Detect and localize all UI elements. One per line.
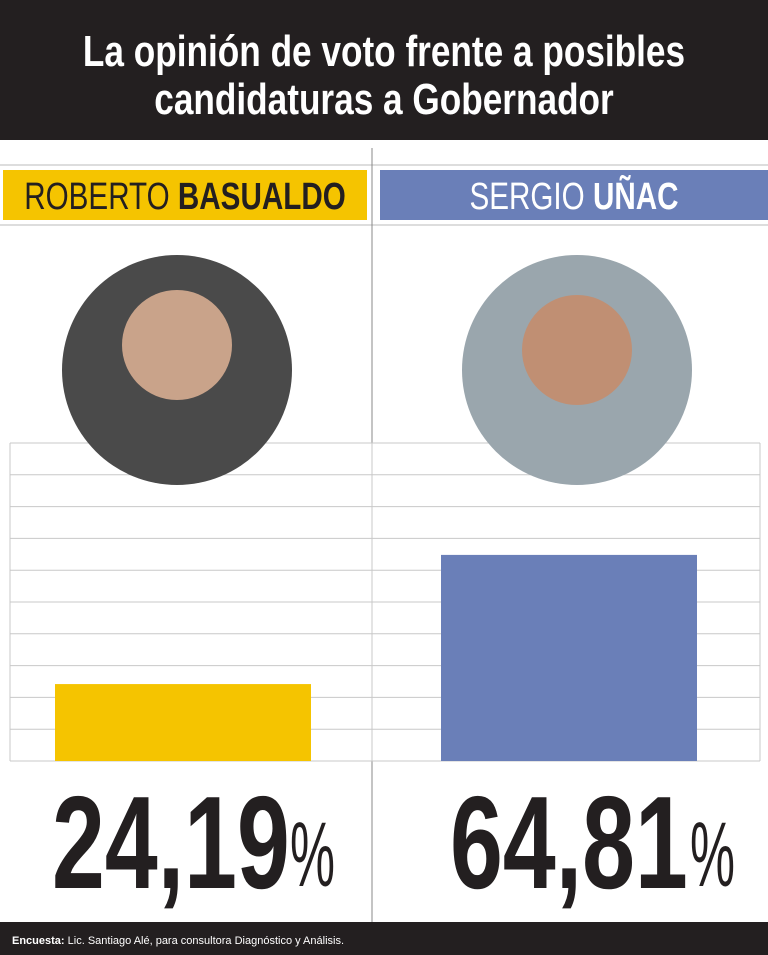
candidate-name: SERGIO UÑAC: [469, 176, 678, 218]
first-name: SERGIO: [469, 176, 584, 218]
bar: [441, 554, 697, 761]
value-label: 24,19: [52, 770, 290, 917]
title-line: candidaturas a Gobernador: [154, 75, 613, 124]
footer-band: [0, 922, 768, 955]
value-unit: %: [690, 803, 735, 906]
footnote-text: Lic. Santiago Alé, para consultora Diagn…: [68, 935, 344, 947]
last-name: UÑAC: [593, 176, 679, 218]
last-name: BASUALDO: [178, 176, 346, 218]
candidate-name: ROBERTO BASUALDO: [24, 176, 346, 218]
photo-face: [522, 295, 632, 405]
value-unit: %: [290, 803, 335, 906]
name-band: [3, 170, 367, 220]
bar: [55, 684, 311, 761]
first-name: ROBERTO: [24, 176, 169, 218]
footnote-label: Encuesta:: [12, 935, 65, 947]
photo-face: [122, 290, 232, 400]
title-line: La opinión de voto frente a posibles: [83, 27, 685, 76]
footnote: Encuesta: Lic. Santiago Alé, para consul…: [12, 935, 344, 947]
title-band: [0, 0, 768, 140]
name-band: [380, 170, 768, 220]
value-label: 64,81: [450, 770, 688, 917]
